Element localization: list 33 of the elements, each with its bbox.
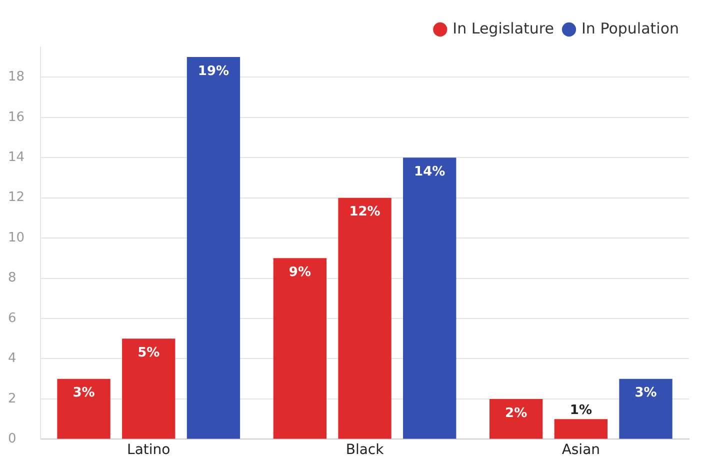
bar (186, 57, 240, 439)
y-tick-label: 0 (8, 432, 16, 447)
data-label: 14% (414, 164, 446, 180)
data-label: 1% (570, 402, 592, 418)
bar (57, 378, 110, 439)
y-tick-label: 8 (8, 270, 16, 286)
y-tick-label: 6 (8, 310, 16, 326)
legend-label: In Population (581, 19, 680, 38)
bar (122, 338, 176, 439)
y-tick-label: 12 (8, 190, 25, 206)
x-tick-label: Black (346, 442, 385, 458)
y-tick-label: 2 (8, 391, 16, 406)
bar (273, 258, 327, 439)
bar (619, 378, 672, 439)
x-tick-label: Asian (562, 442, 600, 458)
data-label: 3% (634, 386, 657, 401)
data-label: 12% (349, 204, 380, 220)
legend-label: In Legislature (452, 19, 554, 38)
x-tick-label: Latino (127, 442, 170, 458)
data-label: 5% (138, 346, 160, 361)
y-tick-label: 16 (8, 110, 25, 125)
bar (554, 419, 608, 439)
bar (489, 398, 543, 439)
data-label: 2% (505, 406, 528, 421)
y-tick-label: 18 (8, 70, 25, 85)
data-label: 9% (288, 265, 311, 280)
y-tick-label: 10 (8, 230, 25, 246)
data-label: 3% (72, 386, 95, 401)
y-tick-label: 14 (8, 150, 25, 165)
bar (338, 198, 392, 439)
bar (403, 158, 456, 439)
y-tick-label: 4 (8, 351, 16, 366)
data-label: 19% (198, 64, 230, 79)
